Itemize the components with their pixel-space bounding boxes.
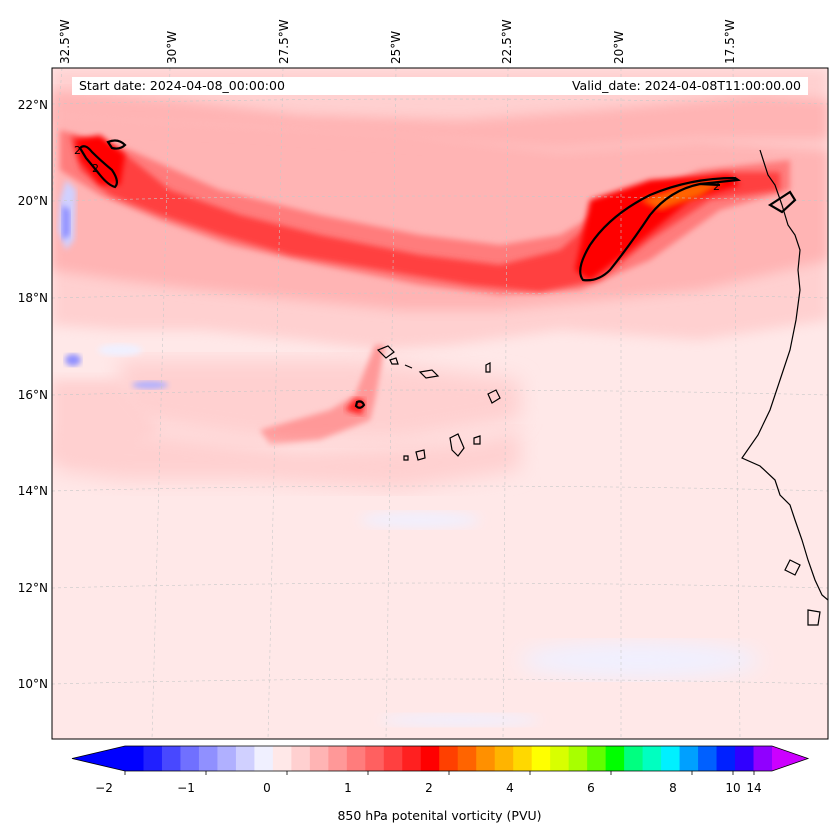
colorbar-swatch (272, 746, 292, 771)
colorbar-swatch (198, 746, 218, 771)
colorbar-under-arrow (72, 746, 125, 771)
contour-2pvu (78, 139, 797, 409)
colorbar-swatch (753, 746, 773, 771)
pv-field: 2 2 2 (52, 68, 828, 739)
lat-label: 12°N (17, 581, 48, 595)
lat-label: 18°N (17, 291, 48, 305)
colorbar-swatch (550, 746, 570, 771)
colorbar-swatch (125, 746, 144, 771)
colorbar-tick: 6 (587, 781, 595, 795)
colorbar-tick: −2 (95, 781, 113, 795)
colorbar-tick: 2 (425, 781, 433, 795)
colorbar-swatch (439, 746, 459, 771)
colorbar-swatch (568, 746, 588, 771)
colorbar-swatch (642, 746, 662, 771)
lon-label: 17.5°W (723, 19, 737, 64)
colorbar-tick: 10 (725, 781, 741, 795)
lon-label: 25°W (389, 30, 403, 64)
colorbar-swatch (716, 746, 736, 771)
contour-label: 2 (74, 144, 81, 157)
colorbar-swatch (217, 746, 237, 771)
colorbar-tick: 8 (669, 781, 677, 795)
colorbar-swatch (346, 746, 366, 771)
colorbar-swatch (309, 746, 329, 771)
colorbar-swatch (235, 746, 255, 771)
colorbar-swatch (291, 746, 311, 771)
lat-label: 16°N (17, 388, 48, 402)
colorbar (71, 745, 810, 775)
colorbar-swatch (180, 746, 200, 771)
colorbar-swatch (328, 746, 348, 771)
lat-label: 20°N (17, 194, 48, 208)
start-date: Start date: 2024-04-08_00:00:00 (79, 78, 285, 93)
colorbar-swatch (587, 746, 607, 771)
colorbar-swatch (457, 746, 477, 771)
contour-label: 2 (713, 180, 720, 193)
colorbar-tick: 4 (506, 781, 514, 795)
lon-label: 22.5°W (500, 19, 514, 64)
colorbar-tick: −1 (177, 781, 195, 795)
lat-label: 10°N (17, 677, 48, 691)
valid-date: Valid_date: 2024-04-08T11:00:00.00 (571, 78, 801, 93)
colorbar-swatch (254, 746, 274, 771)
colorbar-tick: 0 (263, 781, 271, 795)
colorbar-swatch (624, 746, 644, 771)
colorbar-swatch (365, 746, 385, 771)
lon-label: 32.5°W (58, 19, 72, 64)
colorbar-swatch (402, 746, 422, 771)
lon-label: 30°W (165, 30, 179, 64)
colorbar-swatch (143, 746, 163, 771)
colorbar-swatch (531, 746, 551, 771)
lat-label: 22°N (17, 98, 48, 112)
colorbar-over-arrow (772, 746, 808, 771)
colorbar-swatch (494, 746, 514, 771)
contour-label: 2 (92, 162, 99, 175)
colorbar-tick: 1 (344, 781, 352, 795)
colorbar-swatch (605, 746, 625, 771)
colorbar-swatch (476, 746, 496, 771)
lat-label: 14°N (17, 484, 48, 498)
colorbar-swatch (420, 746, 440, 771)
colorbar-swatch (735, 746, 755, 771)
colorbar-tick: 14 (746, 781, 762, 795)
lon-label: 20°W (612, 30, 626, 64)
colorbar-swatch (161, 746, 181, 771)
colorbar-swatch (383, 746, 403, 771)
colorbar-swatch (513, 746, 533, 771)
plot-frame (51, 67, 829, 740)
date-header: Start date: 2024-04-08_00:00:00 Valid_da… (72, 77, 808, 95)
coastline (376, 149, 828, 626)
colorbar-swatch (698, 746, 718, 771)
colorbar-swatch (679, 746, 699, 771)
colorbar-title: 850 hPa potenital vorticity (PVU) (337, 808, 542, 823)
lon-label: 27.5°W (277, 19, 291, 64)
colorbar-swatch (661, 746, 681, 771)
